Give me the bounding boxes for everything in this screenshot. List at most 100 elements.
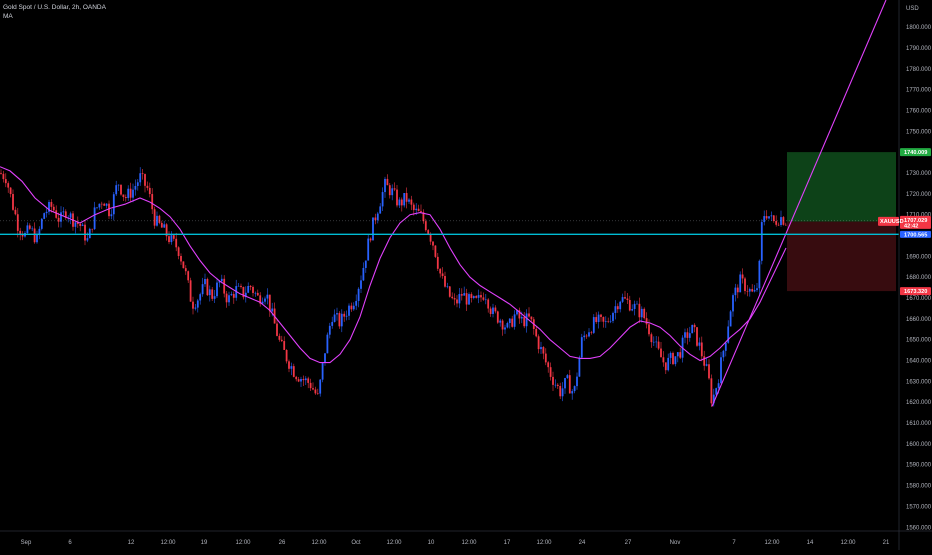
candle: [9, 187, 12, 198]
candle: [655, 335, 658, 348]
candle: [184, 265, 187, 275]
profit-zone[interactable]: [787, 152, 896, 222]
candle: [204, 273, 206, 287]
candle: [321, 362, 324, 383]
candle: [696, 327, 698, 347]
candle: [124, 194, 127, 202]
candle: [408, 198, 410, 205]
candle: [50, 199, 53, 213]
candle: [230, 291, 233, 296]
candle: [396, 185, 398, 208]
candle: [484, 294, 487, 305]
candle: [93, 201, 96, 231]
candle: [105, 203, 108, 209]
x-tick-label: 6: [68, 540, 72, 546]
candle: [777, 222, 780, 226]
candle: [465, 288, 468, 312]
candle: [172, 233, 175, 242]
candle: [544, 348, 547, 366]
candle: [607, 317, 610, 324]
candle: [96, 207, 98, 210]
y-tick-label: 1790.000: [906, 46, 932, 52]
candle: [436, 252, 439, 271]
svg-text:XAUUSD: XAUUSD: [880, 219, 904, 225]
candle: [91, 228, 94, 233]
y-tick-label: 1760.000: [906, 108, 932, 114]
candle: [187, 270, 190, 284]
candle: [199, 292, 202, 305]
candle: [237, 282, 240, 287]
candle: [108, 200, 110, 219]
candle: [254, 291, 257, 297]
y-tick-label: 1630.000: [906, 379, 932, 385]
x-tick-label: Nov: [670, 540, 681, 546]
candle: [7, 181, 10, 193]
candle: [391, 184, 394, 201]
candle: [652, 336, 655, 346]
candle: [720, 351, 722, 384]
symbol-title[interactable]: Gold Spot / U.S. Dollar, 2h, OANDA: [3, 4, 106, 11]
candle: [751, 284, 754, 293]
candle: [492, 303, 494, 318]
candle: [403, 193, 406, 208]
candle: [376, 211, 379, 224]
candle: [458, 287, 461, 309]
indicator-label[interactable]: MA: [3, 13, 13, 20]
x-tick-label: 14: [807, 540, 814, 546]
candle: [600, 313, 602, 322]
candle: [460, 288, 463, 301]
candle: [561, 382, 564, 402]
candle: [597, 311, 600, 329]
candle: [338, 311, 341, 329]
hline-price-label: 1700.565: [900, 230, 931, 238]
candle: [117, 184, 120, 192]
candle: [60, 206, 62, 228]
candle: [480, 291, 482, 302]
x-tick-label: 12:00: [461, 540, 477, 546]
candle: [748, 287, 751, 297]
candle: [636, 300, 638, 305]
candle: [472, 295, 475, 300]
candle: [628, 295, 631, 312]
candle: [732, 293, 734, 317]
target-price-label: 1740.009: [900, 148, 931, 157]
y-tick-label: 1710.000: [906, 213, 932, 219]
candle: [676, 351, 679, 363]
chart-legend: Gold Spot / U.S. Dollar, 2h, OANDA MA: [3, 3, 106, 21]
candle: [148, 182, 151, 198]
candle: [249, 284, 252, 291]
loss-zone[interactable]: [787, 221, 896, 292]
candle: [513, 310, 516, 330]
candle: [48, 199, 50, 215]
x-tick-label: 12:00: [386, 540, 402, 546]
candle: [609, 315, 612, 324]
candle: [590, 330, 593, 335]
candle: [38, 226, 41, 240]
candle: [477, 289, 480, 304]
moving-average-line[interactable]: [0, 166, 787, 364]
candle: [547, 361, 550, 373]
candle: [784, 222, 787, 226]
candle: [127, 185, 130, 201]
candle: [684, 328, 686, 344]
candle: [621, 293, 624, 304]
candle: [168, 231, 170, 245]
candle: [122, 194, 125, 202]
candle: [213, 290, 216, 303]
candle: [386, 174, 389, 186]
candle: [223, 275, 226, 298]
candle: [638, 297, 641, 324]
y-tick-label: 1610.000: [906, 421, 932, 427]
candle: [208, 285, 211, 302]
candle: [580, 333, 583, 360]
candle: [309, 378, 312, 391]
x-tick-label: 12:00: [160, 540, 176, 546]
candle: [482, 292, 485, 301]
candle: [16, 207, 19, 238]
candle: [434, 245, 437, 258]
candle: [0, 169, 2, 175]
trend-line[interactable]: [711, 0, 887, 407]
